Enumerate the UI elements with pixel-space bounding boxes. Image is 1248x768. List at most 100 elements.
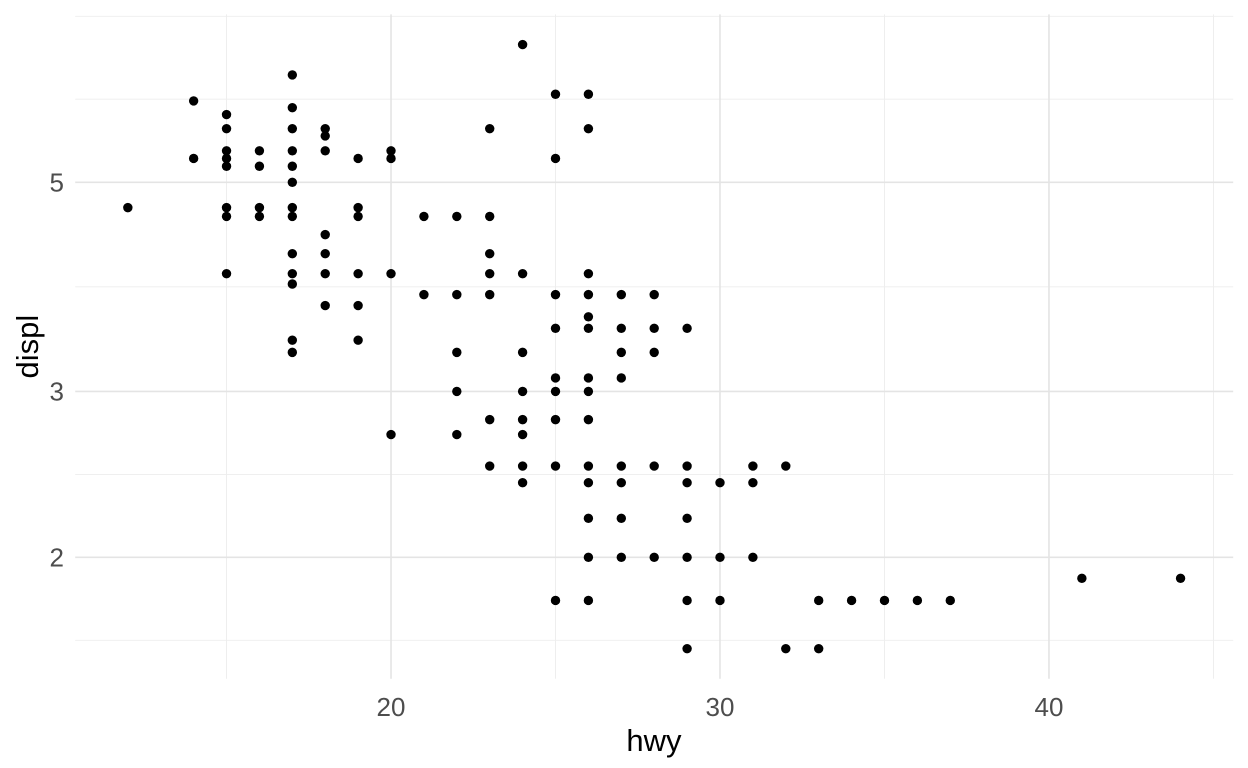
- data-point: [682, 478, 692, 488]
- data-point: [748, 478, 758, 488]
- data-point: [781, 461, 791, 471]
- data-point: [748, 552, 758, 563]
- data-point: [485, 414, 495, 425]
- y-tick-label: 3: [50, 376, 64, 406]
- data-point: [254, 161, 265, 171]
- data-point: [353, 153, 363, 164]
- data-point: [123, 202, 133, 213]
- data-point: [188, 153, 199, 164]
- data-point: [517, 386, 528, 397]
- data-point: [1175, 573, 1186, 584]
- data-point: [221, 202, 232, 213]
- data-point: [221, 211, 232, 222]
- data-point: [254, 211, 265, 222]
- data-point: [485, 248, 495, 259]
- data-point: [682, 595, 692, 606]
- data-point: [583, 89, 594, 99]
- data-point: [452, 289, 462, 300]
- y-tick-label: 5: [50, 167, 64, 197]
- data-point: [452, 211, 462, 222]
- data-point: [583, 478, 594, 488]
- data-point: [287, 102, 298, 113]
- minor-gridlines: [75, 14, 1234, 679]
- data-point: [485, 211, 495, 222]
- data-point: [550, 289, 561, 300]
- data-point: [781, 643, 791, 654]
- data-point: [386, 268, 396, 279]
- data-point: [517, 429, 528, 440]
- data-point: [353, 202, 363, 213]
- data-point: [813, 643, 824, 654]
- tick-labels-layer: 20 30 40 2 3 5: [50, 167, 1064, 722]
- data-point: [221, 268, 232, 279]
- data-point: [550, 414, 561, 425]
- data-point: [419, 211, 429, 222]
- data-point: [616, 323, 627, 333]
- data-point: [616, 373, 627, 383]
- data-point: [1077, 573, 1087, 584]
- data-point: [517, 461, 528, 471]
- data-point: [715, 595, 725, 606]
- data-point: [616, 289, 627, 300]
- data-point: [583, 595, 594, 606]
- data-point: [550, 386, 561, 397]
- data-point: [715, 552, 725, 563]
- data-point: [254, 202, 265, 213]
- data-point: [649, 347, 659, 358]
- data-point: [287, 161, 298, 171]
- data-point: [320, 131, 330, 141]
- data-point: [879, 595, 890, 606]
- data-point: [748, 461, 758, 471]
- x-tick-label: 20: [377, 692, 406, 722]
- data-point: [353, 268, 363, 279]
- y-tick-label: 2: [50, 542, 64, 572]
- data-point: [353, 300, 363, 311]
- data-point: [452, 386, 462, 397]
- data-point: [583, 268, 594, 279]
- data-point: [386, 429, 396, 440]
- data-point: [550, 323, 561, 333]
- data-point: [550, 373, 561, 383]
- data-point: [945, 595, 955, 606]
- data-point: [287, 123, 298, 134]
- x-axis-title: hwy: [626, 723, 682, 758]
- data-point: [649, 289, 659, 300]
- data-point: [517, 39, 528, 50]
- data-point: [353, 335, 363, 345]
- data-point: [452, 429, 462, 440]
- data-point: [287, 211, 298, 222]
- data-point: [188, 96, 199, 106]
- data-point: [221, 146, 232, 156]
- data-point: [221, 153, 232, 164]
- data-point: [583, 373, 594, 383]
- data-point: [517, 347, 528, 358]
- data-point: [616, 552, 627, 563]
- data-point: [320, 229, 330, 240]
- data-point: [682, 552, 692, 563]
- data-point: [287, 70, 298, 80]
- data-point: [517, 268, 528, 279]
- data-point: [583, 386, 594, 397]
- data-point: [649, 552, 659, 563]
- data-point: [221, 161, 232, 171]
- data-point: [813, 595, 824, 606]
- data-point: [221, 123, 232, 134]
- data-point: [452, 347, 462, 358]
- data-point: [320, 300, 330, 311]
- data-point: [912, 595, 923, 606]
- data-point: [616, 347, 627, 358]
- data-point: [682, 643, 692, 654]
- data-point: [649, 461, 659, 471]
- data-point: [320, 123, 330, 134]
- data-point: [254, 146, 265, 156]
- data-point: [583, 289, 594, 300]
- data-point: [583, 513, 594, 524]
- data-point: [320, 268, 330, 279]
- data-point: [353, 211, 363, 222]
- data-point: [485, 123, 495, 134]
- data-point: [320, 248, 330, 259]
- data-point: [386, 153, 396, 164]
- data-point: [583, 414, 594, 425]
